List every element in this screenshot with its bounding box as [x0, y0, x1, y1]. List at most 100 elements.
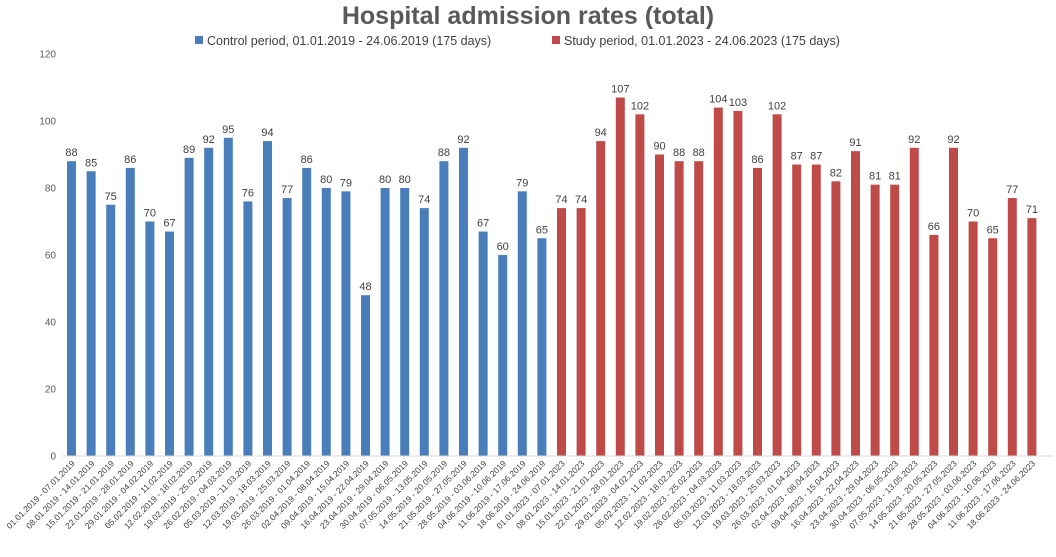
data-label: 81	[889, 171, 901, 183]
bar	[596, 141, 606, 456]
bar	[988, 238, 998, 456]
data-label: 85	[85, 157, 97, 169]
data-label: 94	[261, 127, 273, 139]
bar	[949, 147, 958, 457]
bar	[380, 188, 390, 456]
data-label: 86	[124, 154, 136, 166]
data-label: 82	[830, 167, 842, 179]
bar	[517, 191, 527, 456]
bar	[635, 114, 645, 457]
bar	[890, 184, 900, 456]
legend-swatch	[552, 36, 560, 44]
bar	[106, 204, 116, 456]
data-label: 102	[768, 100, 786, 112]
data-label: 65	[536, 224, 548, 236]
data-label: 104	[709, 94, 727, 106]
y-tick-label: 20	[45, 385, 57, 396]
data-label: 87	[791, 151, 803, 163]
bar	[831, 181, 841, 457]
data-label: 76	[242, 187, 254, 199]
data-label: 70	[144, 208, 156, 220]
data-label: 80	[320, 174, 332, 186]
data-label: 74	[555, 194, 567, 206]
bar	[243, 201, 253, 456]
bar	[1027, 218, 1037, 456]
legend-label: Control period, 01.01.2019 - 24.06.2019 …	[207, 34, 491, 48]
bar	[302, 167, 312, 456]
data-label: 74	[418, 194, 430, 206]
bar	[713, 107, 723, 456]
bar	[576, 208, 586, 456]
data-label: 92	[947, 134, 959, 146]
bar	[772, 114, 782, 457]
bar	[419, 208, 429, 456]
y-tick-label: 0	[50, 452, 56, 463]
bar	[282, 198, 292, 457]
data-label: 87	[810, 151, 822, 163]
data-label: 60	[497, 241, 509, 253]
data-label: 92	[457, 134, 469, 146]
legend-label: Study period, 01.01.2023 - 24.06.2023 (1…	[564, 34, 840, 48]
y-tick-label: 80	[45, 184, 57, 195]
bar	[733, 110, 743, 456]
bar	[145, 221, 155, 456]
data-label: 75	[105, 191, 117, 203]
bar	[694, 161, 704, 456]
bar	[929, 234, 939, 456]
data-label: 92	[203, 134, 215, 146]
data-label: 81	[869, 171, 881, 183]
y-tick-label: 100	[39, 117, 56, 128]
data-label: 80	[379, 174, 391, 186]
bar	[792, 164, 802, 457]
bar	[478, 231, 488, 456]
bar	[459, 147, 468, 457]
data-label: 66	[928, 221, 940, 233]
bar	[125, 167, 135, 456]
data-label: 86	[301, 154, 313, 166]
bar	[184, 157, 194, 456]
bar	[851, 151, 860, 456]
bar	[674, 161, 684, 456]
data-label: 88	[65, 147, 77, 159]
bar	[204, 147, 214, 457]
data-label: 95	[222, 124, 234, 136]
bar	[655, 154, 664, 456]
bar	[86, 171, 96, 456]
y-tick-label: 40	[45, 318, 57, 329]
data-label: 67	[477, 218, 489, 230]
bar	[341, 191, 351, 456]
chart-title: Hospital admission rates (total)	[341, 2, 715, 30]
data-label: 94	[595, 127, 607, 139]
bar	[537, 238, 547, 456]
data-label: 77	[281, 184, 293, 196]
bar	[615, 97, 625, 457]
data-label: 92	[908, 134, 920, 146]
legend: Control period, 01.01.2019 - 24.06.2019 …	[195, 34, 840, 48]
data-label: 77	[1006, 184, 1018, 196]
legend-swatch	[195, 36, 203, 44]
bar	[263, 141, 272, 456]
data-label: 79	[340, 177, 352, 189]
bar	[498, 255, 508, 456]
data-label: 86	[751, 154, 763, 166]
data-label: 71	[1026, 204, 1038, 216]
bar	[909, 147, 919, 457]
y-tick-label: 120	[39, 50, 56, 61]
data-label: 88	[438, 147, 450, 159]
bar	[223, 137, 233, 456]
data-label: 67	[163, 218, 175, 230]
data-label: 88	[693, 147, 705, 159]
data-label: 65	[987, 224, 999, 236]
data-label: 74	[575, 194, 587, 206]
y-tick-label: 60	[45, 251, 57, 262]
data-label: 102	[631, 100, 649, 112]
bar	[439, 161, 449, 456]
bar	[557, 208, 566, 456]
data-label: 107	[611, 84, 629, 96]
bar	[400, 188, 410, 456]
bars: 88 85 75 86 70 67 89 92 95 76 94 77 86 80 79 48 80 80 74 88…	[65, 84, 1038, 457]
bar	[165, 231, 174, 456]
y-axis: 0 20 40 60 80 100 120	[39, 50, 56, 463]
